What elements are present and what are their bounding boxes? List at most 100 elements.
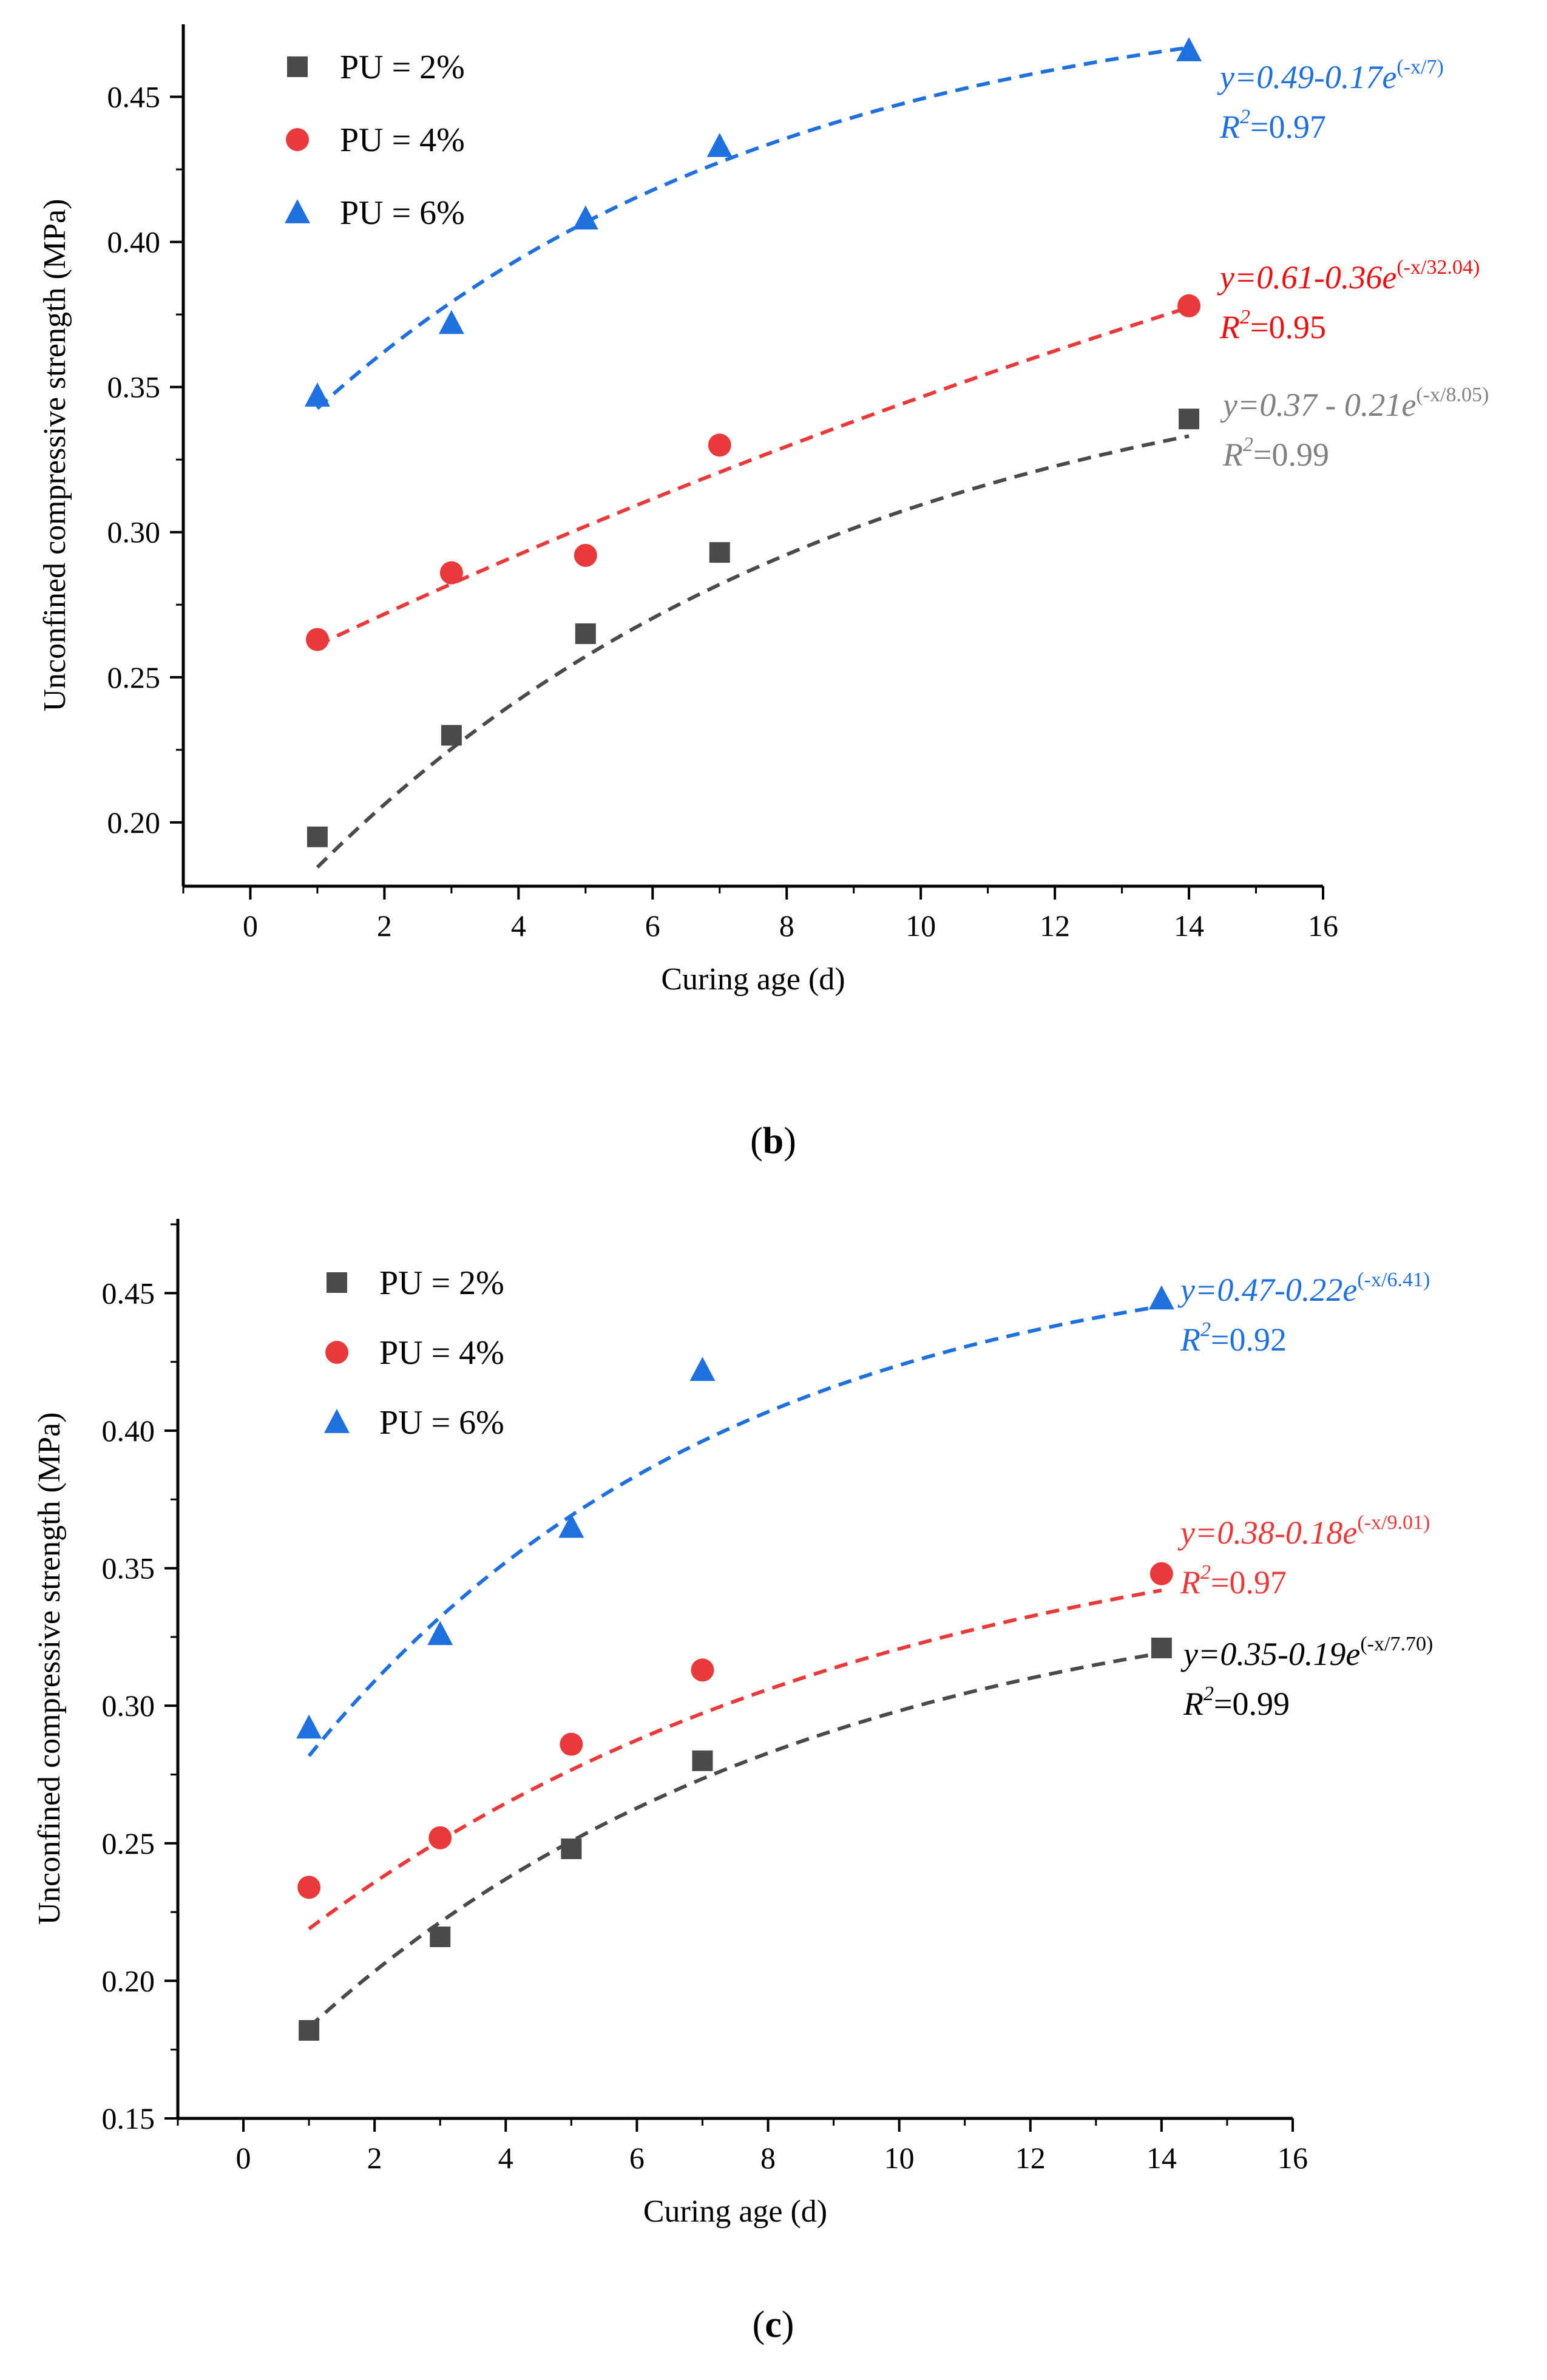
y-tick-label: 0.20 bbox=[107, 805, 161, 839]
x-tick-label: 10 bbox=[906, 909, 936, 943]
fit-equation: y=0.49-0.17e(-x/7) bbox=[1217, 56, 1444, 95]
fit-equation: y=0.38-0.18e(-x/9.01) bbox=[1177, 1511, 1430, 1551]
data-point bbox=[574, 543, 597, 567]
series-3 bbox=[296, 1285, 1174, 1757]
data-point bbox=[1179, 409, 1200, 430]
legend-label: PU = 2% bbox=[379, 1264, 504, 1302]
caption-letter: c bbox=[765, 2304, 782, 2345]
panel-caption: (b) bbox=[750, 1120, 796, 1162]
legend-label: PU = 2% bbox=[340, 49, 465, 86]
r-squared-exponent: 2 bbox=[1240, 106, 1250, 128]
r-squared-symbol: R bbox=[1183, 1686, 1203, 1722]
caption-open-paren: ( bbox=[750, 1120, 763, 1162]
equation-exponent: (-x/6.41) bbox=[1357, 1269, 1430, 1291]
data-point bbox=[709, 542, 730, 563]
equation-main: y=0.37 - 0.21e bbox=[1220, 387, 1416, 423]
r-squared-exponent: 2 bbox=[1243, 433, 1253, 456]
fit-r-squared: R2=0.99 bbox=[1222, 433, 1329, 473]
r-squared-value: =0.92 bbox=[1211, 1321, 1287, 1358]
x-tick-label: 14 bbox=[1174, 909, 1204, 943]
x-tick-label: 0 bbox=[243, 909, 258, 943]
x-tick-label: 12 bbox=[1040, 909, 1070, 943]
equation-exponent: (-x/8.05) bbox=[1416, 384, 1489, 406]
y-axis-title: Unconfined compressive strength (MPa) bbox=[32, 1412, 67, 1925]
data-point bbox=[438, 310, 464, 334]
data-point bbox=[691, 1658, 714, 1682]
y-tick-label: 0.45 bbox=[102, 1276, 155, 1310]
caption-letter: b bbox=[763, 1120, 784, 1162]
fit-equation: y=0.37 - 0.21e(-x/8.05) bbox=[1220, 384, 1489, 423]
equation-exponent: (-x/9.01) bbox=[1357, 1511, 1430, 1534]
fit-r-squared: R2=0.92 bbox=[1180, 1318, 1287, 1358]
y-axis-title: Unconfined compressive strength (MPa) bbox=[38, 199, 72, 712]
strength-chart-b: 0 2 4 6 8 10 12 14 16 0.20 0.25 0.30 0.35 0.40 0.45 Cur… bbox=[38, 24, 1489, 1162]
r-squared-value: =0.97 bbox=[1211, 1564, 1287, 1601]
equation-exponent: (-x/7) bbox=[1396, 56, 1443, 78]
data-point bbox=[304, 382, 330, 407]
x-tick-label: 4 bbox=[498, 2141, 513, 2175]
data-point bbox=[428, 1826, 452, 1849]
data-point bbox=[572, 205, 598, 230]
fit-curve bbox=[308, 1588, 1162, 1931]
chart-panel-c: 0 2 4 6 8 10 12 14 16 0.15 0.20 0.25 0.30 0.35 0.40 0.4… bbox=[0, 1188, 1547, 2380]
chart-panel-b: 0 2 4 6 8 10 12 14 16 0.20 0.25 0.30 0.35 0.40 0.45 Cur… bbox=[38, 24, 1489, 1162]
x-tick-label: 16 bbox=[1308, 909, 1338, 943]
series-2 bbox=[297, 1562, 1173, 1931]
legend-label: PU = 6% bbox=[379, 1404, 504, 1442]
r-squared-value: =0.99 bbox=[1214, 1686, 1290, 1722]
x-tick-label: 10 bbox=[884, 2141, 915, 2175]
y-tick-label: 0.25 bbox=[107, 660, 161, 694]
equation-exponent: (-x/32.04) bbox=[1396, 256, 1480, 279]
legend-marker bbox=[286, 128, 309, 151]
x-tick-label: 2 bbox=[377, 909, 392, 943]
series-1 bbox=[306, 409, 1200, 869]
r-squared-exponent: 2 bbox=[1203, 1683, 1214, 1705]
fit-curve bbox=[316, 305, 1190, 647]
x-tick-label: 6 bbox=[629, 2141, 645, 2175]
y-tick-label: 0.20 bbox=[102, 1964, 155, 1998]
equation-main: y=0.38-0.18e bbox=[1177, 1514, 1357, 1551]
data-point bbox=[708, 433, 731, 457]
legend-marker bbox=[327, 1272, 347, 1293]
fit-equation: y=0.47-0.22e(-x/6.41) bbox=[1177, 1269, 1430, 1308]
fit-curve bbox=[316, 46, 1190, 410]
legend-marker bbox=[325, 1341, 348, 1364]
data-point bbox=[1148, 1285, 1174, 1310]
data-point bbox=[575, 623, 596, 645]
legend-marker bbox=[324, 1409, 350, 1433]
data-point bbox=[1149, 1562, 1173, 1585]
r-squared-symbol: R bbox=[1222, 436, 1243, 473]
series-3 bbox=[304, 37, 1202, 410]
equation-exponent: (-x/7.70) bbox=[1360, 1633, 1433, 1655]
r-squared-symbol: R bbox=[1180, 1321, 1200, 1358]
fit-r-squared: R2=0.99 bbox=[1183, 1683, 1290, 1722]
x-tick-label: 12 bbox=[1015, 2141, 1046, 2175]
y-tick-label: 0.40 bbox=[107, 225, 161, 259]
data-point bbox=[558, 1513, 584, 1538]
x-tick-label: 6 bbox=[645, 909, 660, 943]
equation-main: y=0.61-0.36e bbox=[1217, 259, 1396, 296]
data-point bbox=[305, 628, 329, 651]
x-tick-label: 8 bbox=[779, 909, 794, 943]
y-tick-label: 0.35 bbox=[107, 370, 161, 404]
strength-chart-c: 0 2 4 6 8 10 12 14 16 0.15 0.20 0.25 0.30 0.35 0.40 0.4… bbox=[32, 1219, 1433, 2345]
legend-marker bbox=[285, 199, 310, 223]
x-tick-label: 8 bbox=[760, 2141, 776, 2175]
caption-close-paren: ) bbox=[782, 2304, 794, 2345]
data-point bbox=[560, 1732, 583, 1756]
x-tick-label: 2 bbox=[367, 2141, 382, 2175]
equation-main: y=0.47-0.22e bbox=[1177, 1272, 1357, 1308]
legend-marker bbox=[287, 56, 308, 77]
x-tick-label: 4 bbox=[511, 909, 526, 943]
legend-label: PU = 4% bbox=[379, 1334, 504, 1372]
data-point bbox=[299, 2019, 320, 2041]
x-axis-title: Curing age (d) bbox=[661, 962, 845, 997]
fit-curve bbox=[316, 434, 1190, 869]
r-squared-symbol: R bbox=[1219, 309, 1240, 345]
x-tick-label: 0 bbox=[236, 2141, 251, 2175]
x-axis-title: Curing age (d) bbox=[643, 2194, 827, 2229]
data-point bbox=[430, 1926, 451, 1947]
data-point bbox=[561, 1838, 582, 1859]
r-squared-value: =0.95 bbox=[1250, 309, 1326, 345]
y-tick-label: 0.40 bbox=[102, 1414, 155, 1448]
